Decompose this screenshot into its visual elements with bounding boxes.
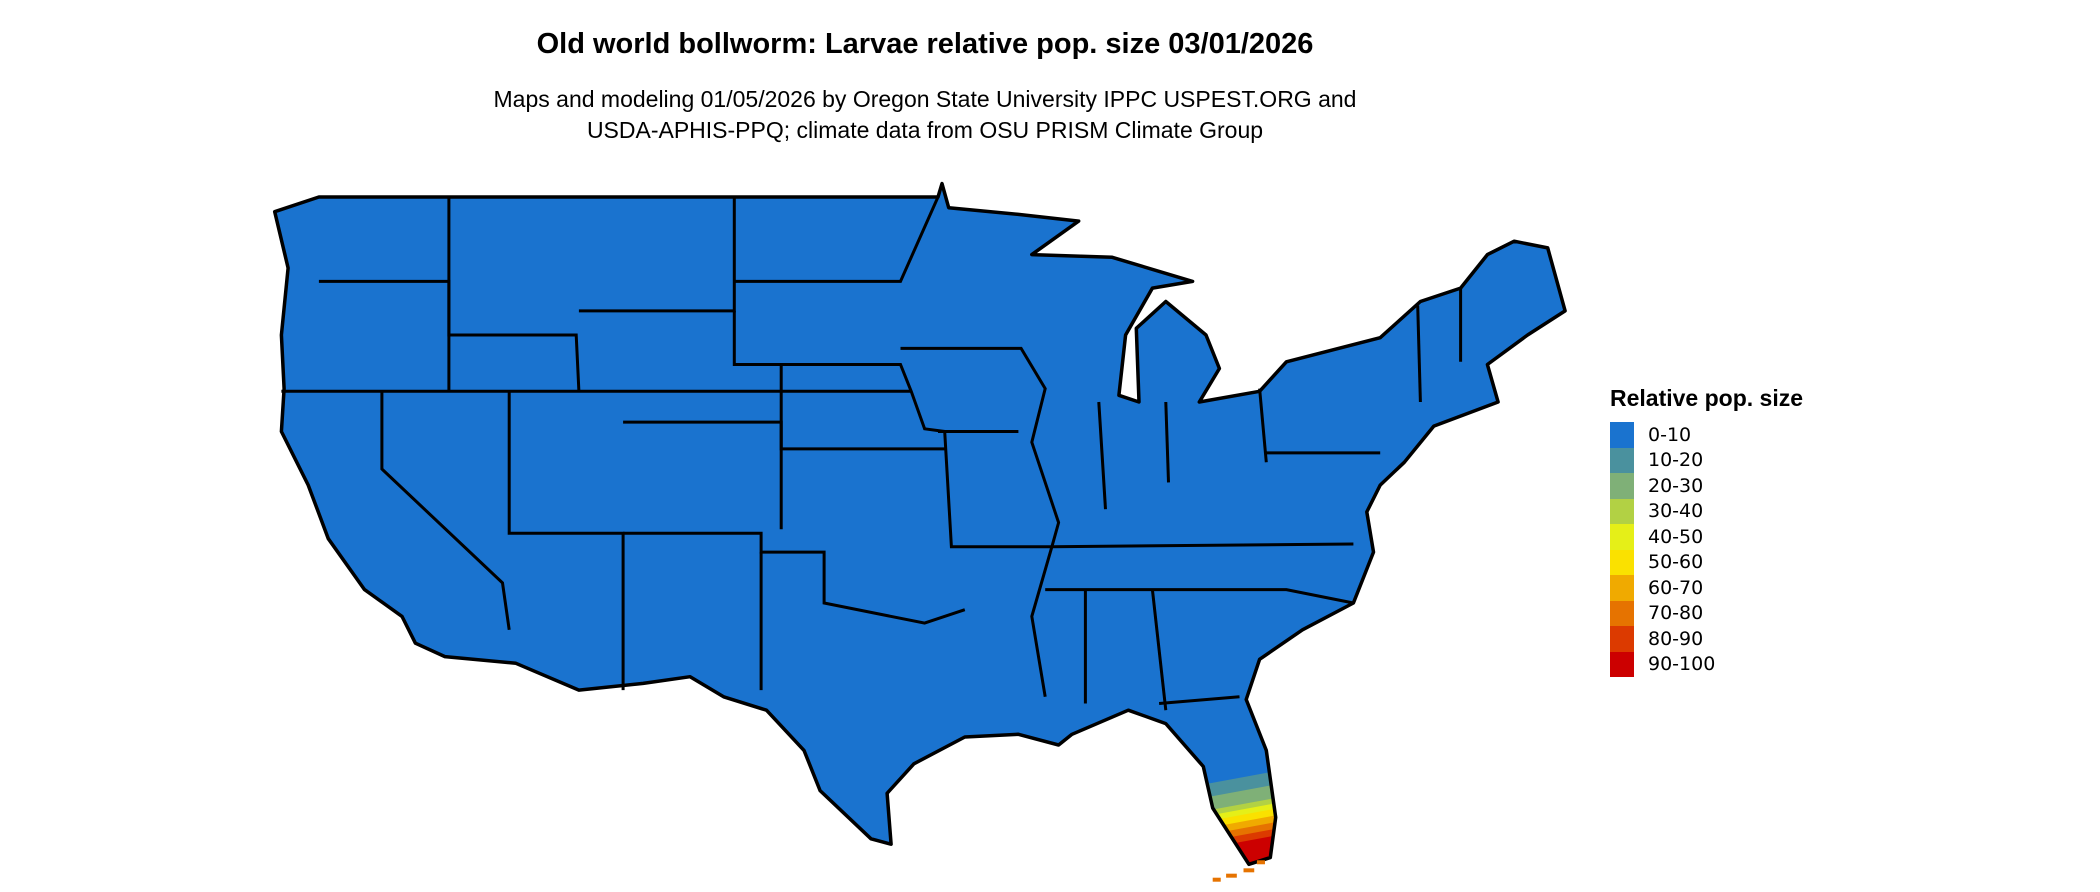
key-island bbox=[1226, 873, 1237, 878]
state-border-line bbox=[1164, 401, 1170, 483]
state-border-line bbox=[623, 420, 783, 530]
legend-swatch bbox=[1610, 524, 1634, 550]
legend-item: 50-60 bbox=[1610, 549, 1803, 575]
state-border-line bbox=[734, 196, 940, 283]
state-border-line bbox=[623, 531, 966, 625]
legend-swatch bbox=[1610, 447, 1634, 473]
map-title: Old world bollworm: Larvae relative pop.… bbox=[536, 28, 1314, 60]
legend-item: 60-70 bbox=[1610, 575, 1803, 601]
legend-label: 80-90 bbox=[1648, 627, 1704, 650]
legend-label: 30-40 bbox=[1648, 500, 1704, 523]
legend-label: 0-10 bbox=[1648, 423, 1692, 446]
state-border-line bbox=[900, 346, 1061, 698]
legend: Relative pop. size 0-10 10-20 20-30 30-40 40… bbox=[1610, 385, 1803, 677]
legend-swatch bbox=[1610, 626, 1634, 652]
legend-swatch bbox=[1610, 473, 1634, 499]
legend-label: 90-100 bbox=[1648, 653, 1716, 676]
us-border bbox=[272, 181, 1567, 867]
legend-item: 40-50 bbox=[1610, 524, 1803, 550]
state-border-line bbox=[380, 391, 511, 631]
key-island bbox=[1256, 860, 1265, 865]
key-island bbox=[1243, 868, 1255, 873]
legend-item: 10-20 bbox=[1610, 447, 1803, 473]
legend-label: 60-70 bbox=[1648, 576, 1704, 599]
legend-label: 70-80 bbox=[1648, 602, 1704, 625]
legend-item: 20-30 bbox=[1610, 473, 1803, 499]
legend-label: 10-20 bbox=[1648, 449, 1704, 472]
legend-swatch bbox=[1610, 549, 1634, 575]
state-border-line bbox=[447, 197, 581, 392]
legend-swatch bbox=[1610, 575, 1634, 601]
legend-label: 50-60 bbox=[1648, 551, 1704, 574]
subtitle-line-1: Maps and modeling 01/05/2026 by Oregon S… bbox=[493, 86, 1357, 112]
state-border-line bbox=[732, 310, 1052, 549]
state-border-line bbox=[1258, 388, 1268, 463]
state-border-line bbox=[1097, 401, 1107, 510]
state-border-line bbox=[507, 391, 625, 691]
state-border-line bbox=[1158, 695, 1240, 705]
legend-item: 0-10 bbox=[1610, 422, 1803, 448]
state-border-line bbox=[1051, 542, 1354, 549]
legend-item: 90-100 bbox=[1610, 651, 1803, 677]
legend-label: 20-30 bbox=[1648, 474, 1704, 497]
state-border-line bbox=[1045, 588, 1354, 605]
state-border-line bbox=[1416, 305, 1422, 403]
legend-swatch bbox=[1610, 498, 1634, 524]
florida-keys bbox=[1212, 860, 1265, 882]
legend-item: 70-80 bbox=[1610, 600, 1803, 626]
us-outline bbox=[274, 183, 1566, 865]
legend-swatch bbox=[1610, 651, 1634, 677]
legend-swatch bbox=[1610, 600, 1634, 626]
key-island bbox=[1212, 877, 1221, 882]
legend-item: 30-40 bbox=[1610, 498, 1803, 524]
legend-swatch bbox=[1610, 422, 1634, 448]
legend-label: 40-50 bbox=[1648, 525, 1704, 548]
legend-item: 80-90 bbox=[1610, 626, 1803, 652]
state-border-line bbox=[1150, 589, 1168, 711]
legend-title: Relative pop. size bbox=[1610, 385, 1804, 411]
subtitle-line-2: USDA-APHIS-PPQ; climate data from OSU PR… bbox=[586, 117, 1264, 143]
state-borders bbox=[281, 196, 1463, 711]
